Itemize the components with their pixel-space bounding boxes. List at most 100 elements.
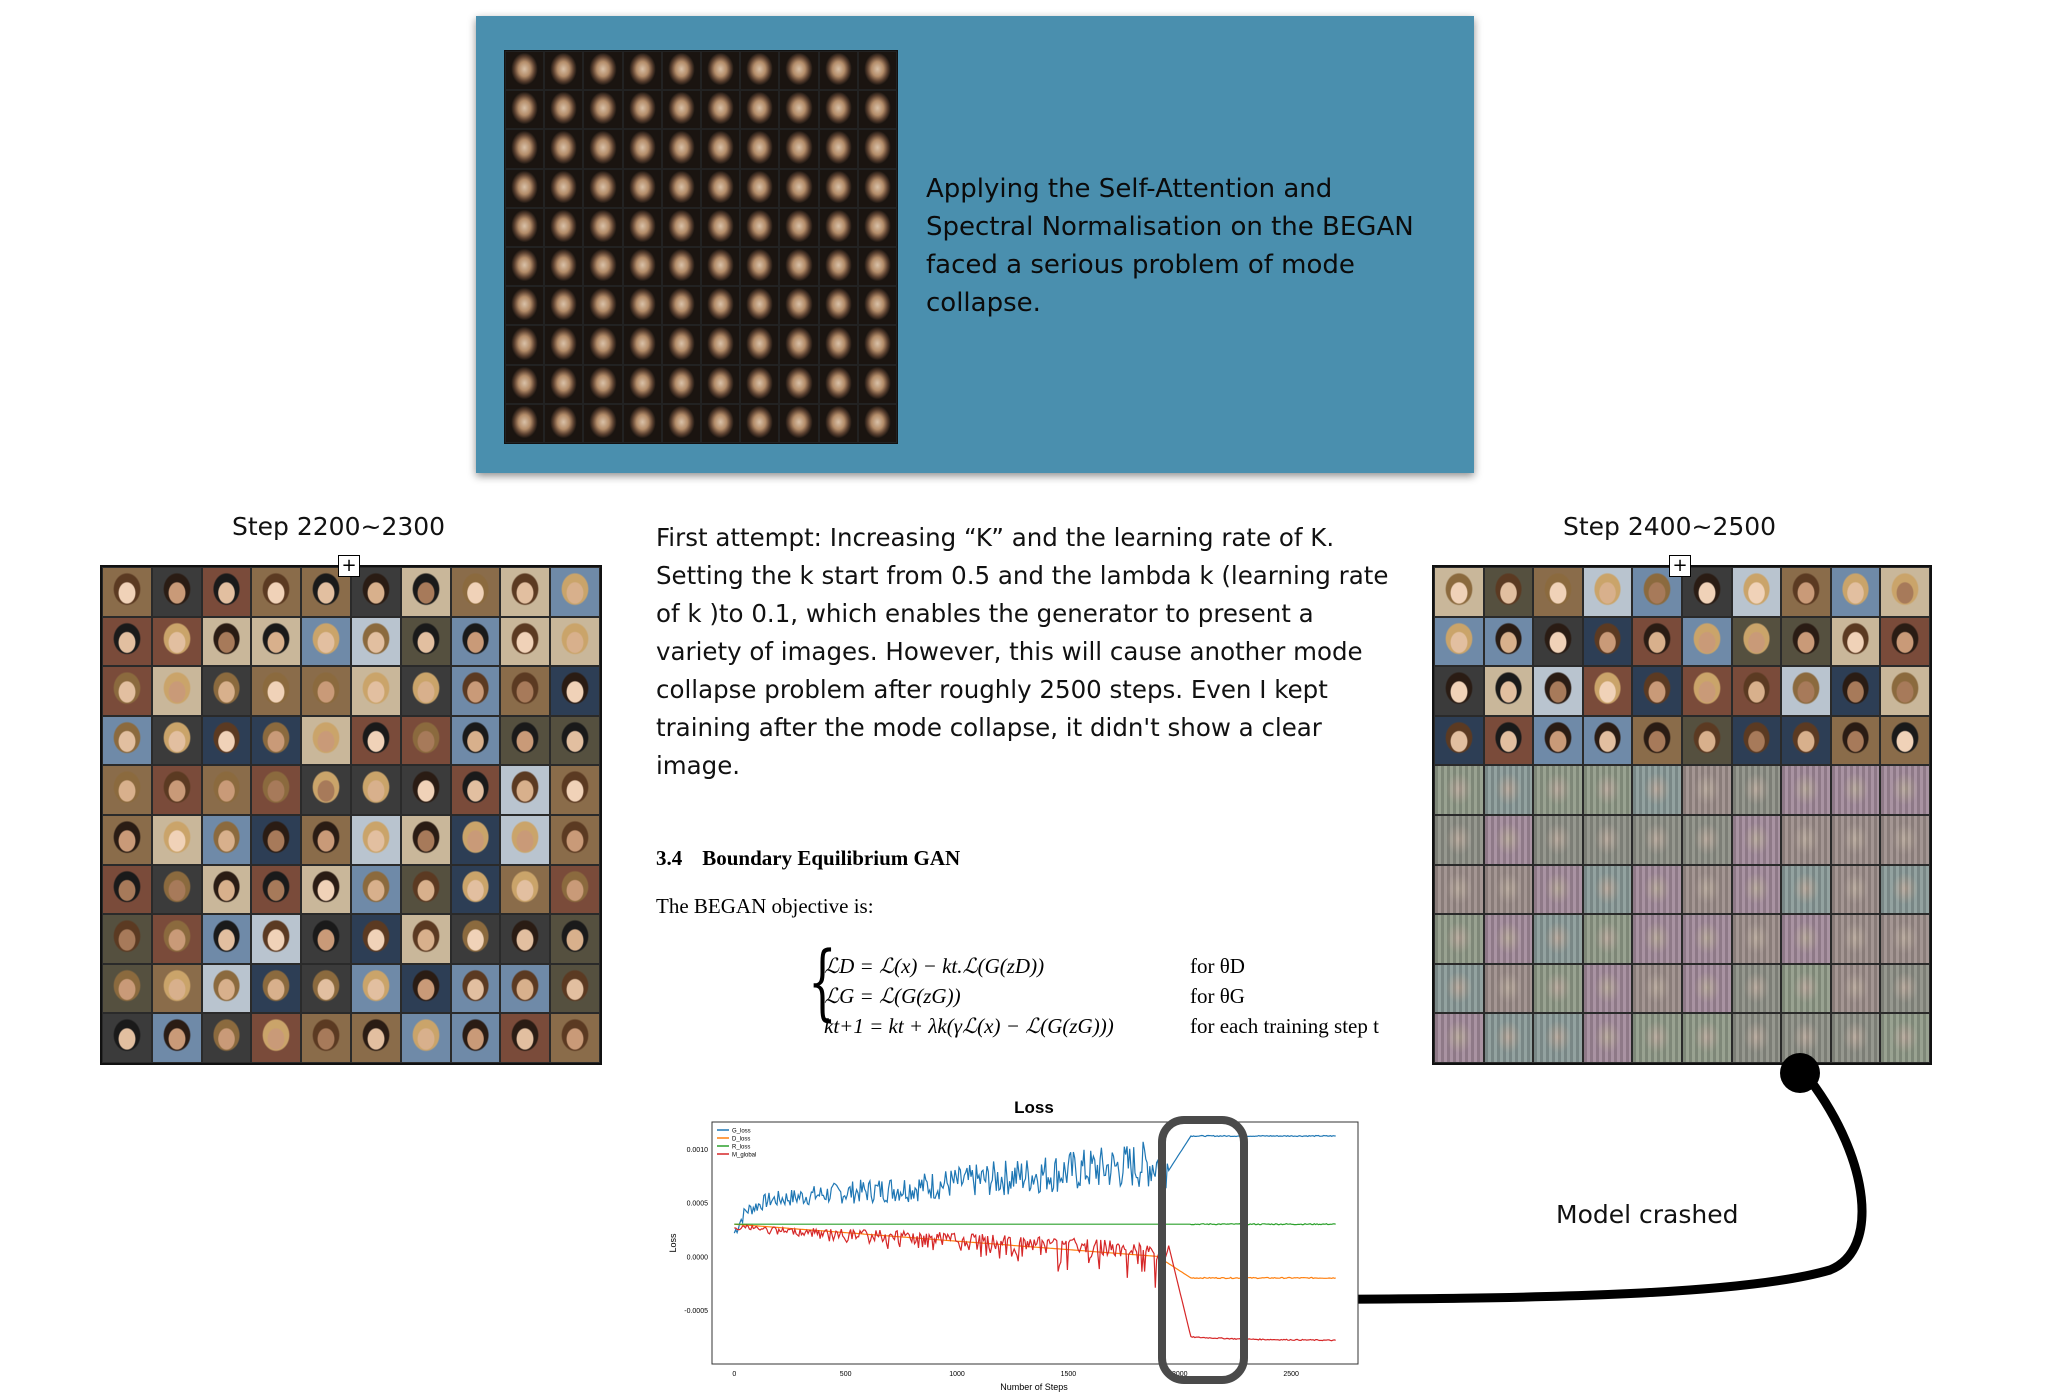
sample-thumbnail: [450, 963, 501, 1014]
sample-thumbnail: [151, 666, 202, 716]
sample-thumbnail: [1533, 864, 1583, 915]
sample-thumbnail: [550, 914, 600, 964]
sample-thumbnail: [1830, 666, 1881, 716]
sample-thumbnail: [622, 129, 662, 169]
sample-thumbnail: [400, 715, 451, 766]
sample-thumbnail: [1681, 1013, 1732, 1063]
right-expand-button[interactable]: +: [1669, 555, 1691, 577]
sample-thumbnail: [583, 286, 623, 326]
sample-thumbnail: [151, 1013, 202, 1063]
x-tick-label: 1500: [1061, 1371, 1077, 1378]
sample-thumbnail: [1582, 963, 1633, 1014]
sample-thumbnail: [583, 403, 623, 443]
sample-thumbnail: [251, 914, 302, 964]
mode-collapse-sample-grid: [504, 50, 898, 444]
sample-thumbnail: [779, 325, 819, 365]
sample-thumbnail: [450, 1013, 501, 1063]
legend-label: G_loss: [732, 1129, 751, 1135]
sample-thumbnail: [1731, 914, 1782, 964]
sample-thumbnail: [583, 207, 623, 247]
sample-thumbnail: [301, 914, 351, 964]
sample-thumbnail: [622, 403, 662, 443]
sample-thumbnail: [1632, 914, 1682, 964]
sample-thumbnail: [779, 207, 819, 247]
sample-thumbnail: [251, 1013, 302, 1063]
sample-thumbnail: [622, 51, 662, 91]
y-tick-label: 0.0010: [687, 1147, 709, 1154]
section-heading: 3.4 Boundary Equilibrium GAN: [656, 846, 960, 871]
left-expand-button[interactable]: +: [338, 555, 360, 577]
sample-thumbnail: [622, 364, 662, 404]
first-attempt-text: First attempt: Increasing “K” and the le…: [656, 523, 1389, 780]
sample-thumbnail: [450, 666, 501, 716]
sample-thumbnail: [1681, 814, 1732, 865]
sample-thumbnail: [500, 567, 551, 617]
sample-thumbnail: [622, 90, 662, 130]
crash-highlight-box: [1158, 1116, 1248, 1384]
series-line-g-loss: [733, 1134, 1336, 1235]
sample-thumbnail: [550, 715, 600, 766]
sample-thumbnail: [818, 168, 858, 208]
y-tick-label: 0.0000: [687, 1254, 709, 1261]
equation-row-g: ℒG = ℒ(G(zG)): [824, 984, 961, 1008]
sample-thumbnail: [1632, 666, 1682, 716]
sample-thumbnail: [1632, 864, 1682, 915]
sample-thumbnail: [1830, 765, 1881, 815]
sample-thumbnail: [1582, 1013, 1633, 1063]
began-objective-equations: { ℒD = ℒ(x) − kt.ℒ(G(zD)) for θD ℒG = ℒ(…: [808, 942, 1408, 1048]
sample-thumbnail: [102, 616, 152, 667]
sample-thumbnail: [505, 286, 545, 326]
sample-thumbnail: [740, 247, 780, 287]
sample-thumbnail: [701, 129, 741, 169]
sample-thumbnail: [1533, 963, 1583, 1014]
equation-cond-d: for θD: [1190, 954, 1245, 978]
x-tick-label: 2500: [1283, 1371, 1299, 1378]
sample-thumbnail: [1434, 765, 1484, 815]
sample-thumbnail: [544, 168, 584, 208]
sample-thumbnail: [544, 403, 584, 443]
sample-thumbnail: [701, 168, 741, 208]
sample-thumbnail: [505, 129, 545, 169]
legend-label: M_global: [732, 1153, 756, 1159]
sample-thumbnail: [1681, 864, 1732, 915]
sample-thumbnail: [818, 247, 858, 287]
sample-thumbnail: [102, 1013, 152, 1063]
sample-thumbnail: [544, 364, 584, 404]
sample-thumbnail: [1830, 814, 1881, 865]
legend-label: R_loss: [732, 1145, 750, 1151]
crash-connector-dot: [1780, 1053, 1820, 1093]
sample-thumbnail: [1731, 814, 1782, 865]
sample-thumbnail: [350, 715, 401, 766]
sample-thumbnail: [583, 168, 623, 208]
sample-thumbnail: [740, 286, 780, 326]
sample-thumbnail: [1681, 715, 1732, 766]
sample-thumbnail: [201, 715, 252, 766]
sample-thumbnail: [779, 364, 819, 404]
sample-thumbnail: [1880, 666, 1930, 716]
sample-thumbnail: [1483, 765, 1534, 815]
sample-thumbnail: [1434, 715, 1484, 766]
sample-thumbnail: [1830, 864, 1881, 915]
sample-thumbnail: [1880, 814, 1930, 865]
sample-thumbnail: [622, 286, 662, 326]
sample-thumbnail: [661, 286, 701, 326]
sample-thumbnail: [779, 129, 819, 169]
sample-thumbnail: [857, 129, 897, 169]
sample-thumbnail: [1681, 765, 1732, 815]
sample-thumbnail: [1880, 765, 1930, 815]
sample-thumbnail: [450, 715, 501, 766]
sample-thumbnail: [251, 666, 302, 716]
sample-thumbnail: [1483, 814, 1534, 865]
sample-thumbnail: [701, 286, 741, 326]
chart-legend: G_loss D_loss R_loss M_global: [717, 1129, 756, 1159]
sample-thumbnail: [857, 364, 897, 404]
section-title: Boundary Equilibrium GAN: [702, 846, 961, 870]
sample-thumbnail: [450, 765, 501, 815]
sample-thumbnail: [1533, 914, 1583, 964]
sample-thumbnail: [583, 90, 623, 130]
sample-thumbnail: [151, 616, 202, 667]
sample-thumbnail: [301, 963, 351, 1014]
sample-thumbnail: [1582, 666, 1633, 716]
sample-thumbnail: [102, 963, 152, 1014]
sample-thumbnail: [102, 765, 152, 815]
